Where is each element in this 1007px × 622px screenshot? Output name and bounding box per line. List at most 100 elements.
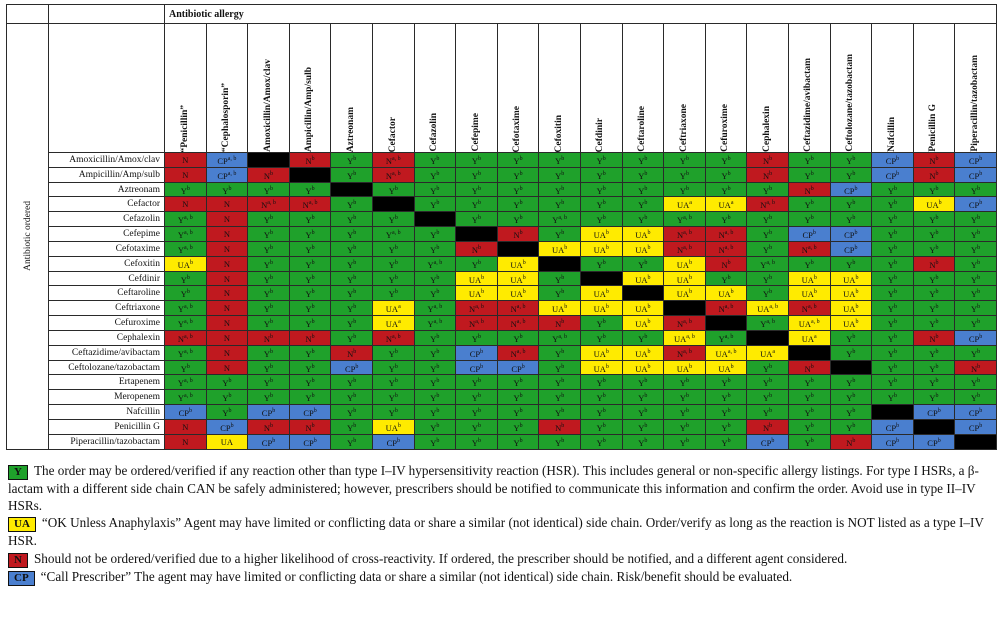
- matrix-cell: Yb: [371, 374, 415, 391]
- matrix-cell: Yb: [371, 404, 415, 420]
- cell-footnote: b: [353, 170, 357, 177]
- matrix-cell: [371, 196, 415, 213]
- matrix-cell: Na, b: [247, 196, 290, 213]
- cell-code: CP: [885, 155, 897, 166]
- cell-footnote: b: [519, 408, 523, 415]
- cell-footnote: b: [311, 422, 315, 429]
- matrix-cell: UAb: [496, 285, 540, 302]
- cell-footnote: b: [561, 408, 565, 415]
- cell-footnote: b: [727, 408, 731, 415]
- matrix-cell: CPb: [205, 418, 249, 435]
- matrix-cell: Na, b: [496, 344, 540, 361]
- cell-code: Y: [971, 318, 978, 329]
- cell-code: Y: [513, 155, 520, 166]
- cell-footnote: b: [855, 289, 859, 296]
- matrix-cell: UAb: [663, 359, 706, 376]
- matrix-cell: CPb: [330, 359, 373, 376]
- cell-footnote: a, b: [724, 304, 734, 311]
- row-drug-name: Ertapenem: [48, 374, 165, 391]
- matrix-cell: CPb: [455, 359, 498, 376]
- matrix-cell: Yb: [621, 152, 665, 168]
- cell-code: Y: [430, 378, 437, 389]
- cell-footnote: b: [394, 289, 398, 296]
- cell-code: CP: [968, 407, 980, 418]
- matrix-cell: Yb: [912, 315, 956, 331]
- matrix-cell: Yb: [912, 181, 956, 198]
- cell-footnote: b: [561, 422, 565, 429]
- matrix-cell: N: [164, 418, 207, 435]
- cell-footnote: b: [852, 156, 856, 162]
- cell-code: N: [223, 199, 230, 210]
- cell-footnote: b: [436, 408, 440, 415]
- matrix-cell: N: [205, 359, 249, 376]
- cell-footnote: b: [311, 274, 315, 281]
- cell-code: CP: [303, 437, 314, 448]
- cell-footnote: b: [893, 363, 897, 370]
- cell-code: Y: [180, 363, 187, 374]
- matrix-cell: Yb: [912, 285, 956, 302]
- cell-footnote: b: [813, 289, 817, 296]
- cell-footnote: b: [519, 437, 523, 444]
- matrix-cell: UAa: [704, 196, 748, 213]
- cell-code: Y: [180, 274, 187, 285]
- cell-footnote: b: [769, 215, 773, 222]
- cell-code: N: [677, 318, 684, 329]
- cell-footnote: b: [605, 289, 609, 296]
- matrix-cell: Yb: [330, 240, 373, 257]
- matrix-cell: Ya, b: [164, 374, 207, 391]
- cell-code: Y: [804, 155, 811, 166]
- cell-footnote: b: [685, 185, 689, 192]
- legend-item: Y The order may be ordered/verified if an…: [8, 462, 998, 514]
- cell-code: Y: [804, 378, 811, 389]
- matrix-cell: CPb: [954, 329, 997, 346]
- cell-code: Y: [388, 348, 395, 359]
- cell-code: Y: [430, 333, 437, 344]
- cell-footnote: b: [478, 378, 482, 385]
- matrix-cell: Yb: [413, 418, 457, 435]
- cell-code: UA: [843, 274, 856, 285]
- cell-footnote: b: [977, 363, 981, 370]
- cell-code: Y: [347, 333, 354, 344]
- matrix-cell: Yb: [247, 300, 290, 317]
- matrix-cell: CPb: [455, 344, 498, 361]
- cell-code: N: [929, 333, 936, 344]
- matrix-cell: [413, 211, 457, 228]
- matrix-cell: N: [205, 255, 249, 272]
- cell-footnote: b: [979, 200, 983, 207]
- matrix-cell: Yb: [288, 315, 332, 331]
- cell-code: Y: [971, 244, 978, 255]
- cell-footnote: b: [311, 244, 315, 251]
- matrix-cell: Na, b: [663, 226, 706, 242]
- cell-code: N: [513, 229, 520, 240]
- matrix-cell: Yb: [247, 211, 290, 228]
- cell-code: UA: [798, 318, 811, 329]
- cell-footnote: b: [436, 333, 440, 340]
- cell-footnote: b: [855, 319, 859, 326]
- cell-code: Y: [804, 259, 811, 270]
- cell-code: Y: [305, 393, 312, 404]
- cell-footnote: b: [519, 156, 523, 162]
- matrix-cell: Yb: [247, 240, 290, 257]
- cell-footnote: b: [689, 289, 693, 296]
- matrix-cell: Yb: [538, 344, 581, 361]
- matrix-cell: Yb: [288, 181, 332, 198]
- matrix-cell: CPb: [871, 152, 914, 168]
- cell-footnote: b: [605, 244, 609, 251]
- matrix-cell: Yb: [621, 181, 665, 198]
- matrix-cell: Nb: [704, 255, 748, 272]
- matrix-cell: Yb: [704, 166, 748, 183]
- cell-code: UA: [510, 289, 523, 300]
- matrix-cell: Yb: [787, 211, 831, 228]
- matrix-cell: Yb: [330, 404, 373, 420]
- cell-code: Y: [347, 229, 354, 240]
- cell-code: Y: [596, 155, 603, 166]
- matrix-cell: Yb: [455, 152, 498, 168]
- row-drug-name: Cefepime: [48, 226, 165, 242]
- matrix-cell: Yb: [371, 211, 415, 228]
- cell-footnote: b: [769, 244, 773, 251]
- cell-code: Y: [347, 289, 354, 300]
- matrix-cell: Yb: [704, 404, 748, 420]
- cell-footnote: a: [689, 200, 692, 207]
- matrix-cell: Yb: [787, 433, 831, 450]
- cell-footnote: b: [397, 422, 401, 429]
